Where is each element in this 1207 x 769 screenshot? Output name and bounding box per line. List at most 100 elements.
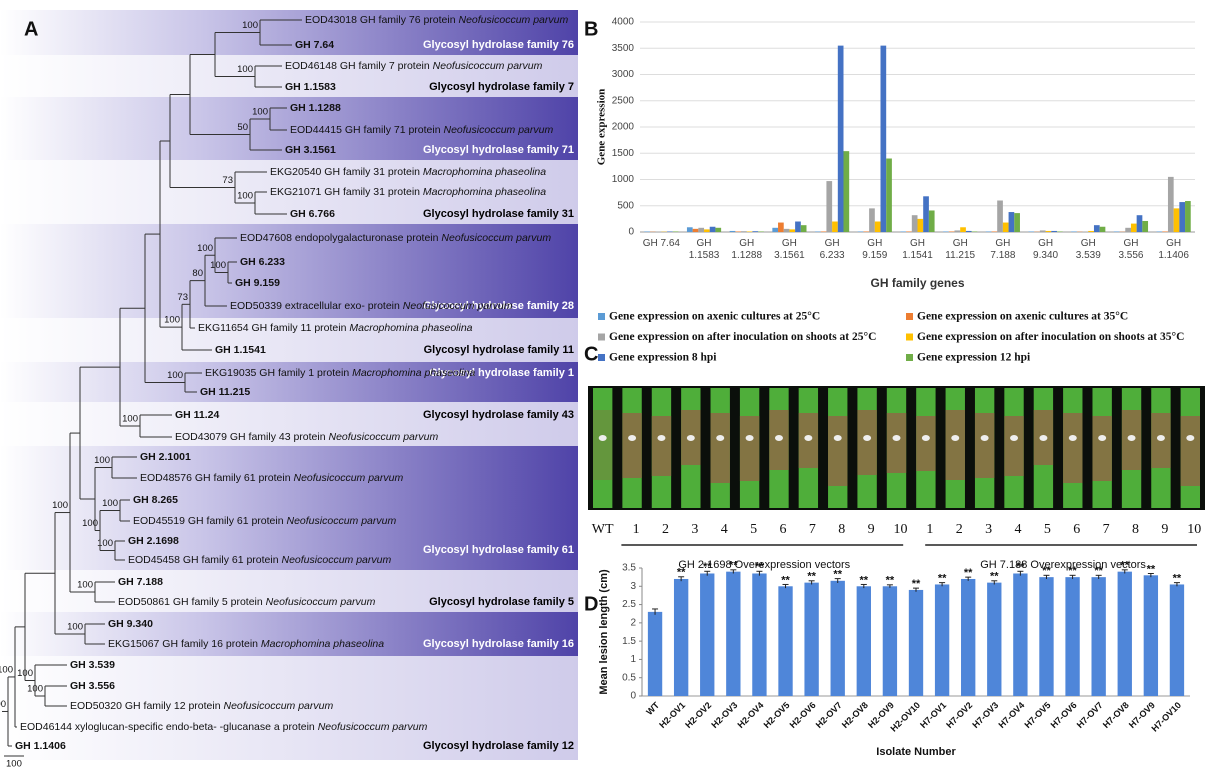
leaf-species: Neofusicoccum parvum — [294, 472, 404, 484]
bar — [715, 228, 721, 232]
lesion — [711, 413, 730, 483]
lesion — [828, 416, 847, 486]
photo-label: 1 — [633, 522, 640, 537]
leaf-label: EOD50320 GH family 12 protein Neofusicoc… — [70, 700, 333, 712]
leaf-species: Neofusicoccum parvum — [329, 431, 439, 443]
leaf-name: GH 9.340 — [108, 618, 153, 630]
bar — [1039, 577, 1053, 696]
bar — [784, 229, 790, 232]
bar — [986, 231, 992, 232]
x-tick-label-box: GH 3.539 — [1067, 238, 1110, 268]
bar — [858, 231, 864, 232]
photo-label: WT — [592, 522, 614, 537]
leaf-name: GH 2.1698 — [128, 535, 179, 547]
bootstrap: 100 — [67, 622, 83, 633]
bar — [857, 586, 871, 696]
x-tick-label-box: GH 7.188 — [982, 238, 1025, 268]
leaf-species: Neofusicoccum parvum — [433, 60, 543, 72]
lesion — [887, 413, 906, 473]
bar — [778, 223, 784, 232]
leaf-label: GH 11.24 — [175, 409, 220, 421]
bar — [693, 229, 699, 232]
photo-label: 1 — [926, 522, 933, 537]
photo-label: 8 — [1132, 522, 1139, 537]
family-label: Glycosyl hydrolase family 16 — [423, 638, 574, 650]
group-label: GH 2.1698 Overexpression vectors — [678, 559, 850, 571]
leaf-species: Neofusicoccum parvum — [444, 124, 554, 136]
leaf-name: GH 6.233 — [240, 256, 285, 268]
bar — [832, 222, 838, 233]
legend-swatch — [906, 334, 913, 341]
bar — [909, 590, 923, 696]
leaf-name: EOD44415 GH family 71 protein — [290, 124, 441, 136]
x-tick-label: H7-OV8 — [1101, 700, 1131, 730]
bar — [997, 201, 1003, 233]
bar — [1003, 223, 1009, 232]
x-tick-label-box: GH 1.1406 — [1152, 238, 1195, 268]
y-tick-label: 3.5 — [622, 563, 636, 574]
bootstrap: 100 — [197, 243, 213, 254]
y-tick-label: 2500 — [612, 95, 635, 106]
leaf-label: EOD45458 GH family 61 protein Neofusicoc… — [128, 554, 391, 566]
bar — [778, 586, 792, 696]
y-tick-label: 1.5 — [622, 636, 636, 647]
leaf-name: EOD43079 GH family 43 protein — [175, 431, 326, 443]
y-tick-label: 2 — [630, 617, 636, 628]
legend-label: Gene expression 8 hpi — [609, 352, 717, 364]
leaf-name: GH 2.1001 — [140, 451, 191, 463]
x-tick-label: H2-OV7 — [814, 700, 844, 730]
bar — [935, 584, 949, 696]
bootstrap: 100 — [77, 580, 93, 591]
bar — [883, 586, 897, 696]
bar — [987, 583, 1001, 696]
photo-label: 3 — [985, 522, 992, 537]
inoculation-site — [1098, 435, 1106, 441]
bootstrap: 73 — [222, 175, 233, 186]
legend-label: Gene expression on after inoculation on … — [609, 331, 876, 343]
bootstrap: 100 — [237, 191, 253, 202]
leaf-label: EOD47608 endopolygalacturonase protein N… — [240, 232, 551, 244]
bar — [1065, 577, 1079, 696]
x-tick-label: GH 1.1583 — [683, 238, 726, 262]
leaf-label: GH 1.1583 — [285, 81, 336, 93]
bar — [704, 229, 710, 232]
y-tick-label: 2.5 — [622, 599, 636, 610]
leaf-name: EOD48576 GH family 61 protein — [140, 472, 291, 484]
x-tick-label: H2-OV3 — [709, 700, 739, 730]
leaf-species: Neofusicoccum parvum — [441, 232, 551, 244]
leaf-label: GH 7.64 — [295, 39, 334, 51]
photo-label: 9 — [868, 522, 875, 537]
photo-label: 8 — [838, 522, 845, 537]
leaf-name: GH 11.215 — [200, 386, 250, 398]
bar — [1125, 228, 1131, 232]
inoculation-site — [1186, 435, 1194, 441]
inoculation-site — [834, 435, 842, 441]
y-axis-title: Gene expression — [596, 89, 608, 166]
leaf-species: Neofusicoccum parvum — [287, 515, 397, 527]
bar — [929, 210, 935, 232]
x-tick-label: WT — [644, 700, 661, 717]
leaf-label: EOD48576 GH family 61 protein Neofusicoc… — [140, 472, 403, 484]
leaf-name: EOD45458 GH family 61 protein — [128, 554, 279, 566]
family-label: Glycosyl hydrolase family 76 — [423, 39, 574, 51]
family-label: Glycosyl hydrolase family 31 — [423, 208, 574, 220]
leaf-name: EOD46144 xyloglucan-specific endo-beta- … — [20, 721, 315, 733]
bar — [906, 231, 912, 232]
bar — [1137, 215, 1143, 232]
y-axis-title: Mean lesion length (cm) — [598, 569, 610, 695]
bar — [656, 231, 662, 232]
lesion — [1092, 416, 1111, 481]
family-label: Glycosyl hydrolase family 7 — [429, 81, 574, 93]
bar — [752, 231, 758, 232]
y-tick-label: 1500 — [612, 148, 635, 159]
photo-label: 5 — [750, 522, 757, 537]
leaf-label: EOD46148 GH family 7 protein Neofusicocc… — [285, 60, 543, 72]
leaf-name: EOD45519 GH family 61 protein — [133, 515, 284, 527]
bar — [949, 231, 955, 232]
x-tick-label: GH 7.64 — [640, 238, 683, 250]
leaf-label: EOD43018 GH family 76 protein Neofusicoc… — [305, 14, 568, 26]
inoculation-site — [1039, 435, 1047, 441]
bar — [804, 583, 818, 696]
legend-label: Gene expression on after inoculation on … — [917, 331, 1184, 343]
x-tick-label: H7-OV6 — [1049, 700, 1079, 730]
